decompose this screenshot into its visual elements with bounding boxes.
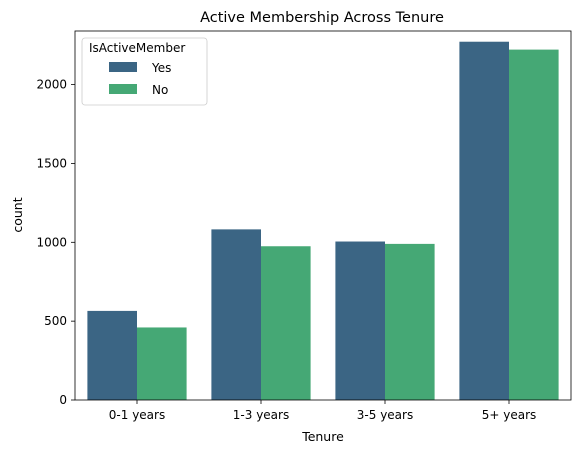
y-tick-label: 1500 <box>36 156 67 170</box>
bar-yes-0 <box>87 310 137 400</box>
y-tick-label: 2000 <box>36 78 67 92</box>
bar-yes-1 <box>211 229 261 400</box>
bar-no-1 <box>261 246 311 400</box>
legend-label-no: No <box>152 83 168 97</box>
bar-yes-3 <box>459 41 509 400</box>
bar-no-3 <box>509 49 559 400</box>
x-axis-ticks: 0-1 years 1-3 years 3-5 years 5+ years <box>109 400 536 422</box>
legend-title: IsActiveMember <box>89 41 185 55</box>
plot-frame <box>74 30 572 401</box>
legend-label-yes: Yes <box>151 61 171 75</box>
y-tick-label: 500 <box>44 314 67 328</box>
x-tick-label: 3-5 years <box>357 408 413 422</box>
y-tick-label: 0 <box>59 393 67 407</box>
bar-yes-2 <box>335 241 385 400</box>
y-tick-label: 1000 <box>36 235 67 249</box>
x-tick-label: 1-3 years <box>233 408 289 422</box>
legend-swatch-yes <box>109 62 137 72</box>
chart-title: Active Membership Across Tenure <box>200 10 444 26</box>
x-axis-label: Tenure <box>301 429 344 444</box>
legend-swatch-no <box>109 84 137 94</box>
bar-no-2 <box>385 243 435 400</box>
y-axis-ticks: 0 500 1000 1500 2000 <box>36 78 75 407</box>
x-tick-label: 0-1 years <box>109 408 165 422</box>
legend: IsActiveMember Yes No <box>81 37 208 106</box>
x-tick-label: 5+ years <box>482 408 537 422</box>
bar-no-0 <box>137 327 187 400</box>
bars-group <box>87 41 559 400</box>
y-axis-label: count <box>10 197 25 232</box>
